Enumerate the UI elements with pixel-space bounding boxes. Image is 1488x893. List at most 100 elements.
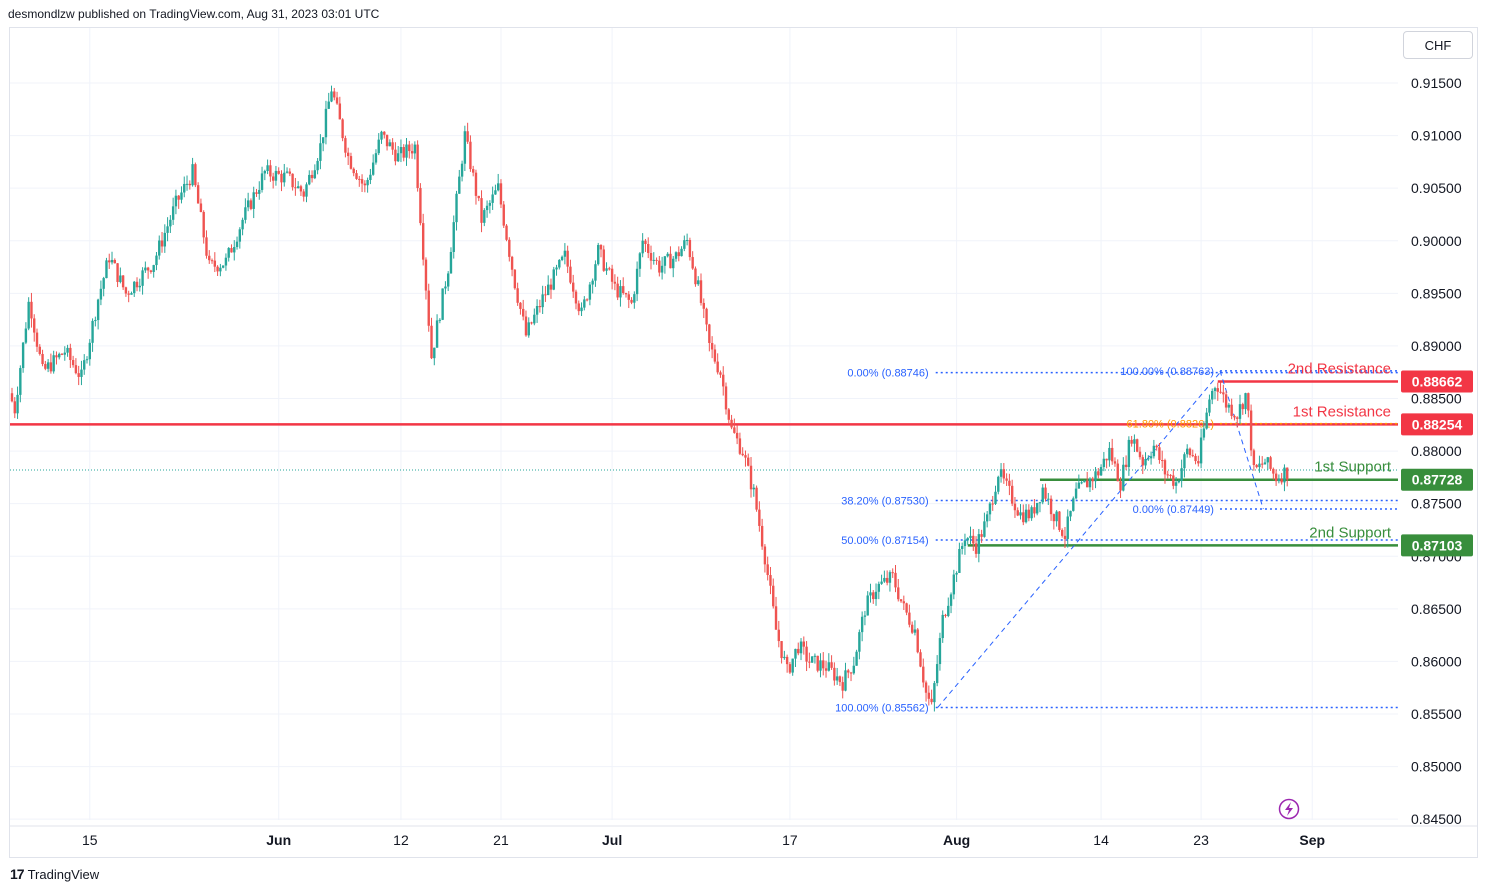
candle-body [855,651,858,666]
time-tick-label: Aug [943,832,970,848]
candle-body [213,260,217,267]
candle-body [308,174,311,185]
candle-body [294,187,297,189]
candle-body [94,320,97,322]
candle-body [1066,516,1069,539]
candle-body [1102,458,1106,468]
candle-body [708,324,711,343]
candle-body [1261,463,1264,465]
candle-body [538,306,542,308]
candle-body [1263,462,1267,465]
candle-body [513,269,517,289]
candle-body [805,646,808,662]
candle-body [388,142,392,147]
candle-body [735,432,739,439]
time-tick-label: 14 [1093,832,1109,848]
lightning-circle-icon[interactable] [1278,798,1300,820]
candle-body [63,352,66,355]
candle-body [1088,478,1092,488]
candle-body [533,314,536,324]
candle-body [952,574,956,595]
candle-body [699,280,703,303]
publisher-header: desmondlzw published on TradingView.com,… [8,7,380,21]
candle-body [1208,399,1211,413]
candle-body [1041,487,1044,503]
chart-frame[interactable] [9,27,1478,858]
candle-body [88,342,91,360]
currency-selector[interactable]: CHF [1403,31,1473,59]
candle-body [174,195,178,207]
price-tick-label: 0.90000 [1411,233,1462,249]
candle-body [677,252,680,257]
candle-body [369,174,372,180]
candle-body [919,652,922,667]
candle-body [1277,478,1281,482]
price-badge-label: 0.87728 [1412,472,1463,488]
footer-brand[interactable]: 17 TradingView [10,866,99,882]
level-labels: 1st Resistance 0.88254 2nd Resistance 0.886… [1288,360,1473,557]
candle-body [152,265,155,272]
candle-body [1219,391,1222,393]
candle-body [283,172,286,183]
candle-body [938,638,942,665]
fib-short-level-label: 61.80% (0.88261) [1127,419,1214,431]
candle-body [694,268,697,285]
candle-body [433,347,436,359]
candle-body [922,666,925,683]
price-tick-label: 0.85000 [1411,759,1462,775]
candle-body [744,455,747,458]
price-badge-label: 0.88662 [1412,373,1463,389]
candle-body [719,372,722,375]
candle-body [260,173,264,190]
candle-body [1202,428,1206,438]
candle-body [460,163,464,177]
candle-body [838,676,842,683]
time-tick-label: Jun [266,832,291,848]
candle-body [238,229,242,242]
candle-body [208,255,211,261]
candle-body [1072,498,1075,511]
candle-body [438,319,442,321]
candle-body [1255,464,1258,468]
candle-body [883,577,886,582]
candle-body [824,668,828,671]
candle-body [716,361,719,373]
candle-body [833,667,836,681]
candle-body [249,200,253,209]
candle-body [477,195,480,199]
candle-body [1138,451,1142,458]
candle-body [966,538,969,541]
candle-body [446,273,450,287]
candle-body [180,192,183,200]
candle-body [552,269,555,290]
candle-body [496,183,500,191]
candle-body [1280,478,1283,483]
candle-body [960,546,964,549]
candle-body [1069,510,1072,517]
candle-body [205,237,208,256]
candle-body [302,191,305,197]
candle-body [66,347,69,353]
level-lines [10,380,1398,547]
candle-body [1180,468,1183,481]
candle-body [1141,457,1144,466]
candle-body [1005,478,1008,481]
candle-body [360,179,364,184]
candle-body [413,144,417,154]
candle-body [1186,448,1189,455]
candle-body [519,302,522,309]
candle-body [599,244,603,250]
candle-body [549,284,553,290]
candle-body [246,200,250,208]
candle-body [405,144,408,158]
candle-body [755,487,758,510]
price-badge [1401,468,1473,491]
candle-body [899,599,903,602]
candle-body [83,360,86,370]
candle-body [1247,393,1250,411]
candle-body [108,260,111,263]
price-tick-label: 0.85500 [1411,706,1462,722]
candle-body [888,572,892,583]
candle-body [410,151,414,154]
